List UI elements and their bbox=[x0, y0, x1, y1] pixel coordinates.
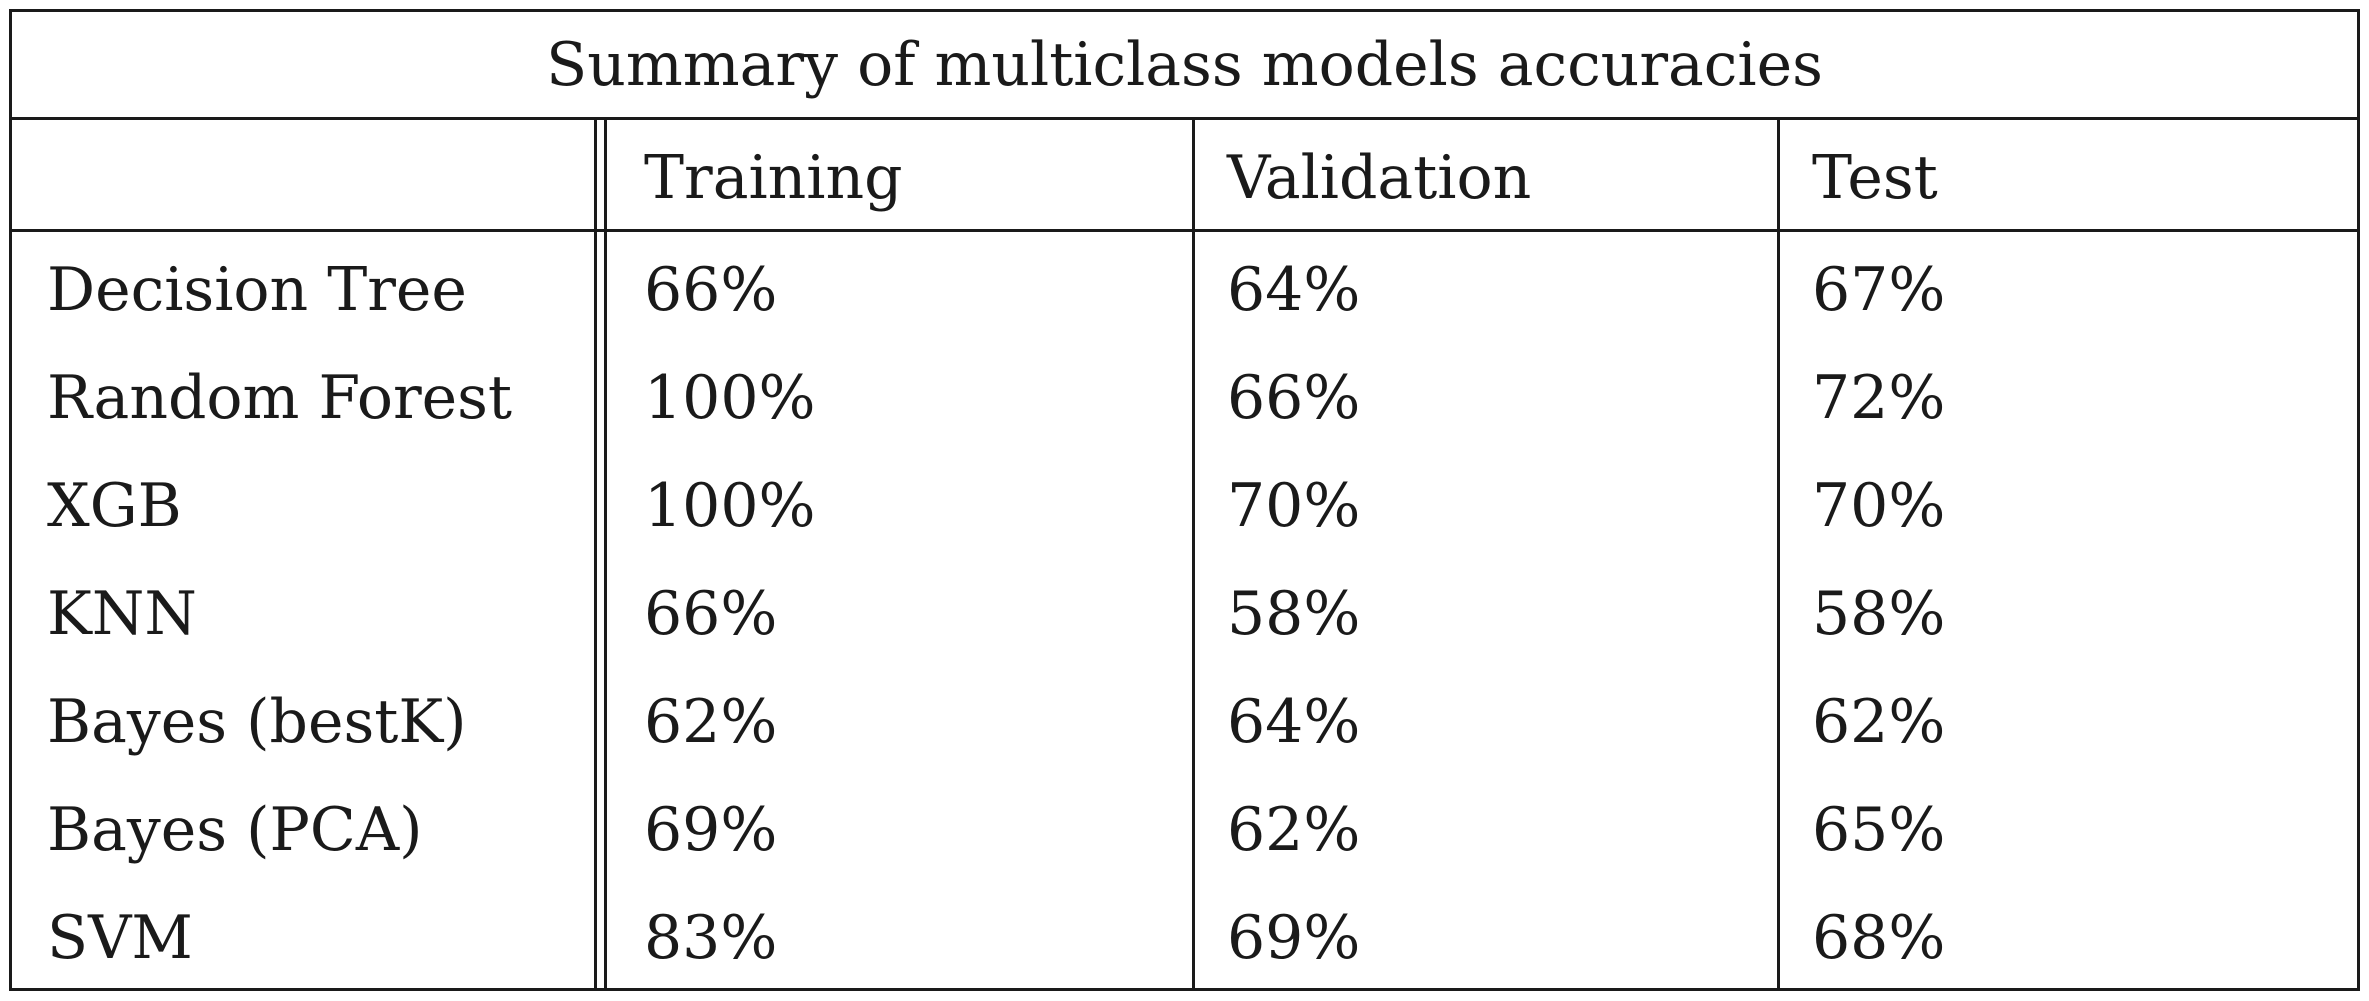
cell-training: 100% bbox=[644, 363, 816, 433]
cell-test: 68% bbox=[1812, 903, 1946, 973]
cell-validation: 70% bbox=[1227, 471, 1361, 541]
cell-test: 67% bbox=[1812, 255, 1946, 325]
cell-validation: 62% bbox=[1227, 795, 1361, 865]
row-label: XGB bbox=[47, 471, 182, 541]
cell-test: 62% bbox=[1812, 687, 1946, 757]
cell-test: 65% bbox=[1812, 795, 1946, 865]
column-divider-2 bbox=[1777, 120, 1780, 988]
cell-training: 66% bbox=[644, 579, 778, 649]
cell-training: 66% bbox=[644, 255, 778, 325]
row-label: Decision Tree bbox=[47, 255, 467, 325]
cell-validation: 64% bbox=[1227, 687, 1361, 757]
cell-training: 62% bbox=[644, 687, 778, 757]
cell-test: 72% bbox=[1812, 363, 1946, 433]
row-label: KNN bbox=[47, 579, 197, 649]
table-title: Summary of multiclass models accuracies bbox=[12, 12, 2357, 120]
column-header-validation: Validation bbox=[1227, 143, 1532, 213]
cell-validation: 58% bbox=[1227, 579, 1361, 649]
accuracy-table: Summary of multiclass models accuracies … bbox=[9, 9, 2360, 991]
cell-validation: 69% bbox=[1227, 903, 1361, 973]
row-label: Bayes (PCA) bbox=[47, 795, 423, 865]
cell-validation: 66% bbox=[1227, 363, 1361, 433]
cell-validation: 64% bbox=[1227, 255, 1361, 325]
column-header-test: Test bbox=[1812, 143, 1938, 213]
row-label: Random Forest bbox=[47, 363, 513, 433]
row-label: SVM bbox=[47, 903, 193, 973]
header-divider bbox=[12, 229, 2357, 232]
row-label: Bayes (bestK) bbox=[47, 687, 467, 757]
row-label-divider-right bbox=[604, 120, 607, 988]
column-header-training: Training bbox=[644, 143, 903, 213]
cell-training: 83% bbox=[644, 903, 778, 973]
cell-test: 70% bbox=[1812, 471, 1946, 541]
cell-training: 100% bbox=[644, 471, 816, 541]
cell-training: 69% bbox=[644, 795, 778, 865]
column-divider-1 bbox=[1192, 120, 1195, 988]
cell-test: 58% bbox=[1812, 579, 1946, 649]
row-label-divider-left bbox=[594, 120, 597, 988]
